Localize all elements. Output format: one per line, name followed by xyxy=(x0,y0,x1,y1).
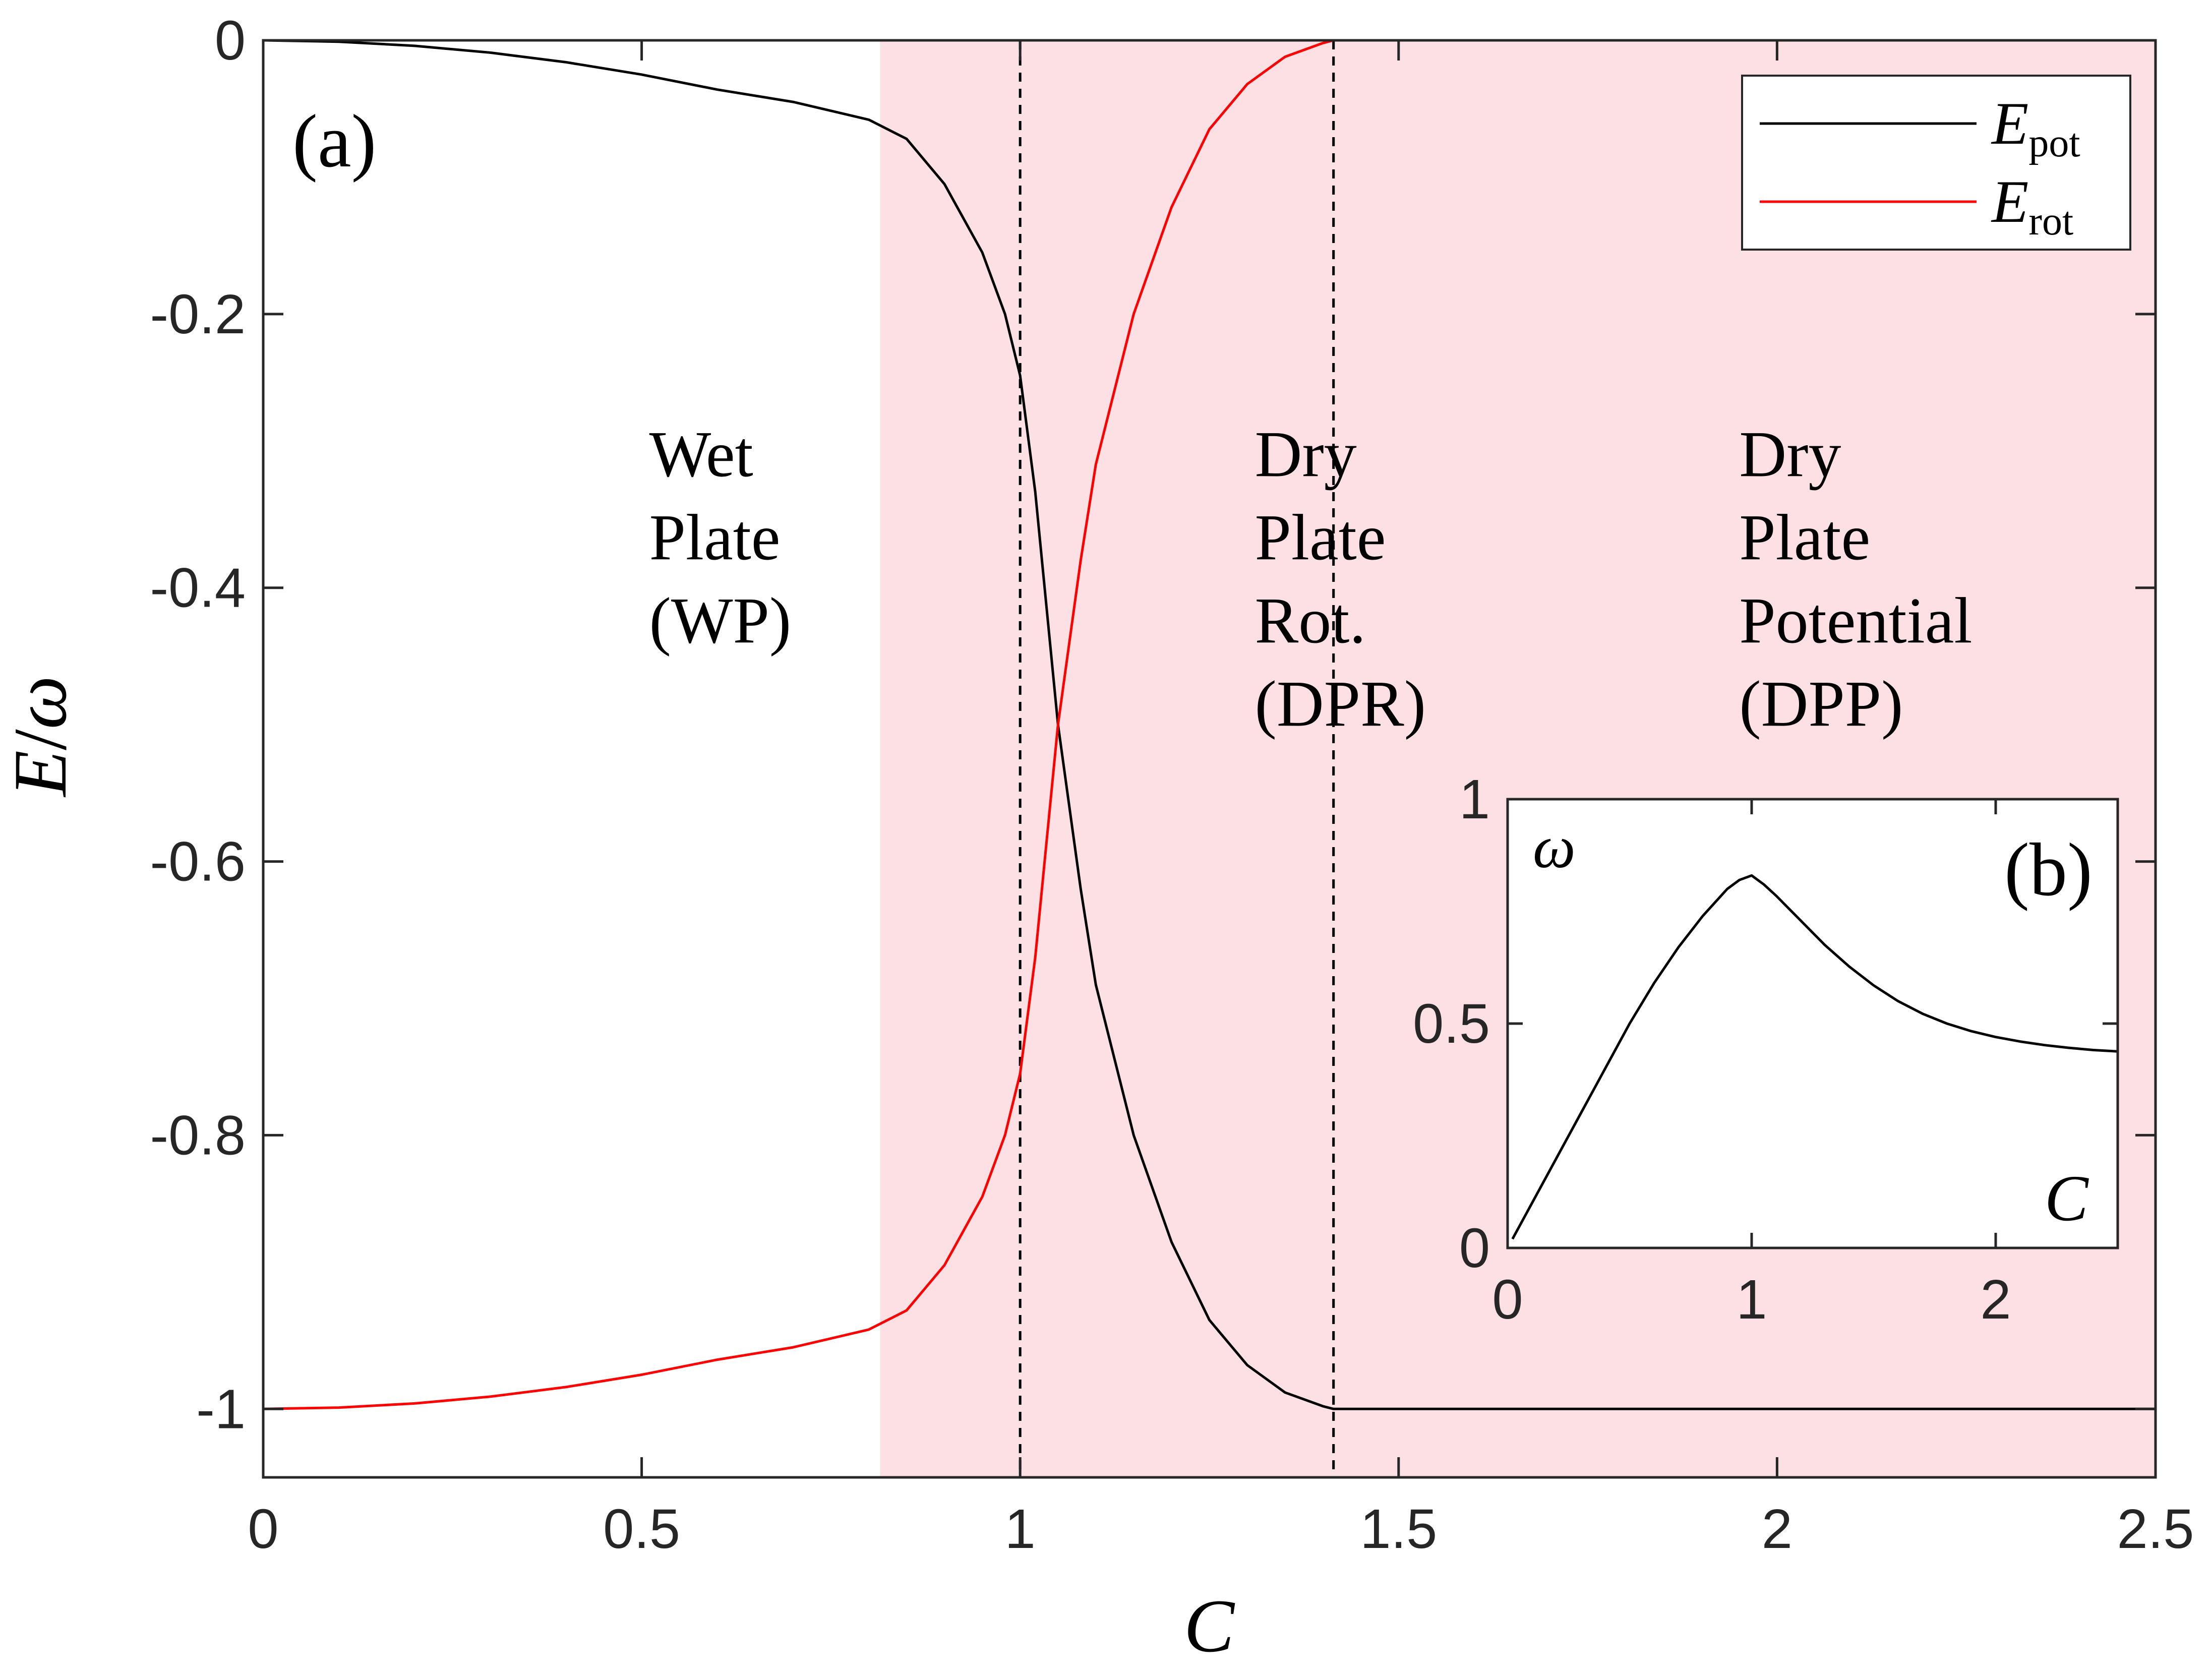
y-axis-label-e: E xyxy=(0,750,82,798)
main-ticks: 0 0.5 1 1.5 2 2.5 0 -0.2 -0.4 -0.6 -0.8 -1 xyxy=(150,10,2194,1560)
legend-label-epot-sub: pot xyxy=(2028,121,2080,165)
x-tick-label: 0 xyxy=(248,1498,278,1560)
y-tick-label: 0 xyxy=(215,10,246,72)
inset-y-tick-label: 1 xyxy=(1459,768,1490,830)
region-label-0-line-0: Wet xyxy=(649,418,753,491)
region-label-1-line-3: (DPR) xyxy=(1255,668,1426,740)
inset-panel: 0 1 2 0 0.5 1 (b) ω C xyxy=(1413,768,2119,1331)
x-tick-label: 0.5 xyxy=(603,1498,680,1560)
inset-y-tick-label: 0 xyxy=(1459,1217,1490,1279)
inset-panel-label-b: (b) xyxy=(2004,828,2093,912)
main-series xyxy=(263,39,2156,1410)
inset-y-tick-label: 0.5 xyxy=(1413,993,1490,1055)
y-tick-label: -1 xyxy=(196,1378,246,1440)
region-label-1-line-1: Plate xyxy=(1255,501,1386,574)
y-axis-label-omega: ω xyxy=(0,676,82,729)
inset-series xyxy=(1511,874,2118,1240)
main-axes-frame xyxy=(262,39,2157,1479)
region-label-2-line-0: Dry xyxy=(1739,418,1841,491)
series-line-e-rot xyxy=(263,39,2156,1410)
inset-series-line-omega xyxy=(1511,874,2118,1240)
region-label-2-line-2: Potential xyxy=(1739,584,1972,657)
legend-label-erot-main: E xyxy=(1991,168,2028,235)
panel-label-a: (a) xyxy=(292,99,376,183)
series-line-e-pot xyxy=(263,39,2156,1410)
legend-label-erot-sub: rot xyxy=(2028,199,2073,244)
legend: Epot Erot xyxy=(1741,75,2131,251)
x-tick-label: 2 xyxy=(1762,1498,1792,1560)
inset-x-tick-label: 2 xyxy=(1980,1269,2011,1331)
x-tick-label: 1 xyxy=(1005,1498,1036,1560)
inset-x-axis-label: C xyxy=(2045,1162,2089,1235)
legend-box xyxy=(1741,75,2131,251)
y-tick-label: -0.2 xyxy=(150,283,246,345)
x-tick-label: 1.5 xyxy=(1360,1498,1437,1560)
y-tick-label: -0.8 xyxy=(150,1104,246,1166)
region-label-0-line-2: (WP) xyxy=(649,584,792,657)
region-labels: Wet Plate (WP) Dry Plate Rot. (DPR) Dry Plate Pot… xyxy=(649,418,1972,740)
region-label-2-line-1: Plate xyxy=(1739,501,1870,574)
region-label-0-line-1: Plate xyxy=(649,501,781,574)
y-axis-label: E/ω xyxy=(0,676,82,797)
legend-label-epot: Epot xyxy=(1991,90,2080,165)
inset-ticks: 0 1 2 0 0.5 1 xyxy=(1413,768,2118,1331)
y-axis-label-slash: / xyxy=(0,729,82,750)
legend-label-erot: Erot xyxy=(1991,168,2073,244)
x-tick-label: 2.5 xyxy=(2117,1498,2194,1560)
y-tick-label: -0.6 xyxy=(150,831,246,893)
inset-y-axis-label: ω xyxy=(1533,813,1576,880)
x-axis-label: C xyxy=(1184,1584,1235,1668)
inset-background xyxy=(1508,799,2118,1248)
shaded-region xyxy=(880,40,2156,1477)
region-label-1-line-0: Dry xyxy=(1255,418,1357,491)
inset-x-tick-label: 0 xyxy=(1492,1269,1523,1331)
y-tick-label: -0.4 xyxy=(150,557,246,619)
region-label-1-line-2: Rot. xyxy=(1255,584,1366,657)
inset-x-tick-label: 1 xyxy=(1736,1269,1767,1331)
legend-label-epot-main: E xyxy=(1991,90,2028,157)
dashed-lines xyxy=(1019,40,1335,1477)
region-label-2-line-3: (DPP) xyxy=(1739,668,1903,740)
